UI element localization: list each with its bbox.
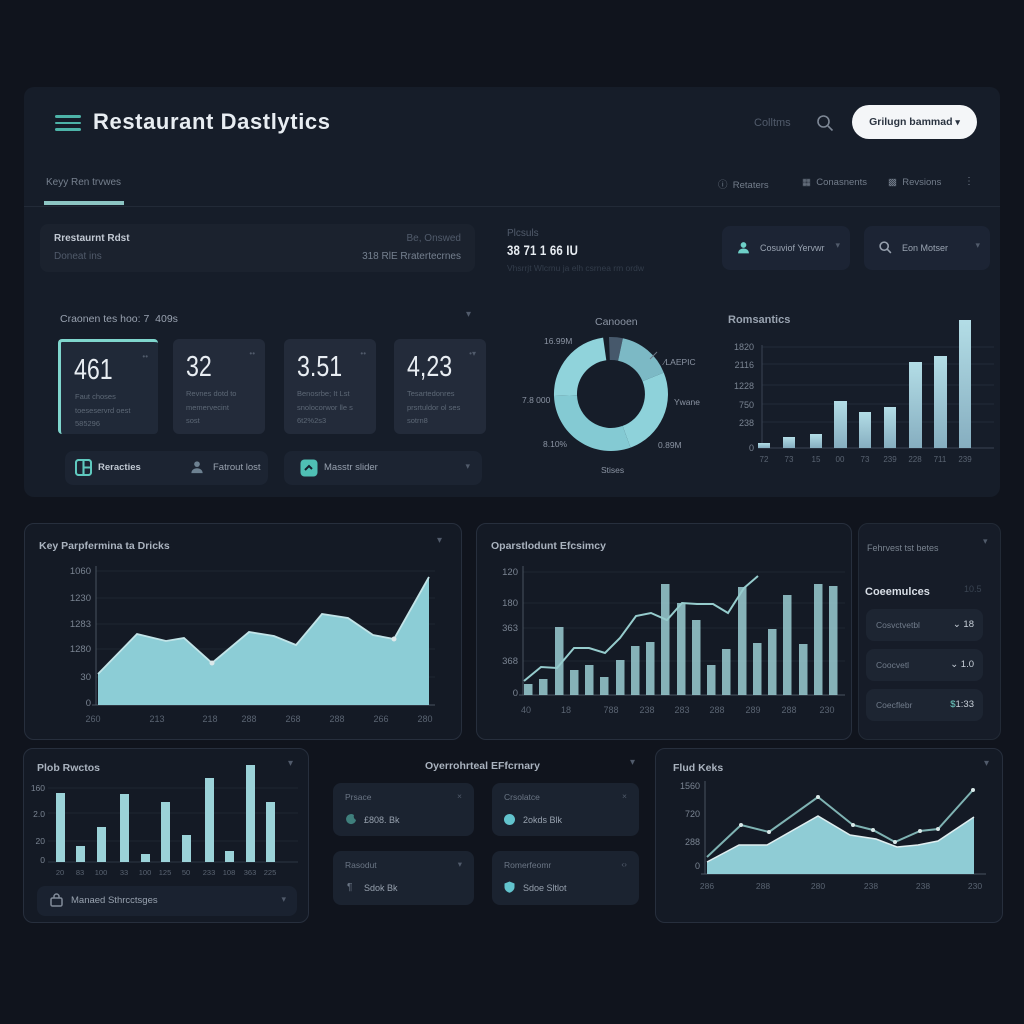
svg-text:20: 20 xyxy=(36,836,46,846)
svg-text:73: 73 xyxy=(861,455,870,464)
svg-text:288: 288 xyxy=(781,705,796,715)
svg-text:1283: 1283 xyxy=(70,619,91,630)
svg-text:363: 363 xyxy=(502,623,518,634)
svg-text:83: 83 xyxy=(76,868,84,877)
svg-text:100: 100 xyxy=(95,868,108,877)
svg-text:266: 266 xyxy=(373,714,388,724)
svg-text:180: 180 xyxy=(502,598,518,609)
svg-text:288: 288 xyxy=(241,714,256,724)
svg-text:233: 233 xyxy=(203,868,216,877)
svg-text:50: 50 xyxy=(182,868,190,877)
svg-text:125: 125 xyxy=(159,868,172,877)
svg-text:1820: 1820 xyxy=(734,342,754,352)
svg-text:711: 711 xyxy=(934,455,947,464)
svg-text:2116: 2116 xyxy=(735,360,754,370)
svg-text:268: 268 xyxy=(285,714,300,724)
svg-text:2.0: 2.0 xyxy=(33,809,45,819)
svg-text:280: 280 xyxy=(811,881,825,891)
svg-text:40: 40 xyxy=(521,705,531,715)
svg-text:0: 0 xyxy=(40,855,45,865)
svg-text:230: 230 xyxy=(968,881,982,891)
svg-text:788: 788 xyxy=(603,705,618,715)
svg-text:108: 108 xyxy=(223,868,236,877)
svg-text:288: 288 xyxy=(756,881,770,891)
svg-text:213: 213 xyxy=(149,714,164,724)
svg-text:230: 230 xyxy=(819,705,834,715)
svg-text:0: 0 xyxy=(86,698,91,709)
svg-text:72: 72 xyxy=(760,455,769,464)
svg-text:73: 73 xyxy=(785,455,794,464)
svg-text:1060: 1060 xyxy=(70,566,91,577)
svg-text:363: 363 xyxy=(244,868,257,877)
svg-text:15: 15 xyxy=(812,455,821,464)
svg-text:0: 0 xyxy=(513,688,518,699)
svg-text:00: 00 xyxy=(836,455,845,464)
svg-text:288: 288 xyxy=(329,714,344,724)
svg-text:228: 228 xyxy=(908,455,922,464)
svg-text:18: 18 xyxy=(561,705,571,715)
svg-text:239: 239 xyxy=(883,455,897,464)
svg-text:1230: 1230 xyxy=(70,593,91,604)
svg-text:280: 280 xyxy=(417,714,432,724)
svg-text:218: 218 xyxy=(202,714,217,724)
svg-text:238: 238 xyxy=(639,705,654,715)
svg-text:1228: 1228 xyxy=(734,381,754,391)
svg-text:238: 238 xyxy=(916,881,930,891)
svg-text:368: 368 xyxy=(502,656,518,667)
svg-text:239: 239 xyxy=(958,455,972,464)
svg-text:750: 750 xyxy=(739,400,754,410)
svg-text:238: 238 xyxy=(739,418,754,428)
svg-text:238: 238 xyxy=(864,881,878,891)
svg-text:288: 288 xyxy=(709,705,724,715)
svg-text:120: 120 xyxy=(502,567,518,578)
svg-text:260: 260 xyxy=(85,714,100,724)
svg-text:1280: 1280 xyxy=(70,644,91,655)
svg-text:33: 33 xyxy=(120,868,128,877)
svg-text:288: 288 xyxy=(685,837,700,847)
svg-text:720: 720 xyxy=(685,809,700,819)
svg-text:20: 20 xyxy=(56,868,64,877)
svg-text:225: 225 xyxy=(264,868,277,877)
svg-text:286: 286 xyxy=(700,881,714,891)
svg-text:0: 0 xyxy=(695,861,700,871)
svg-text:30: 30 xyxy=(80,672,91,683)
svg-text:289: 289 xyxy=(745,705,760,715)
svg-text:0: 0 xyxy=(749,443,754,453)
svg-text:1560: 1560 xyxy=(680,781,700,791)
svg-text:160: 160 xyxy=(31,783,45,793)
svg-text:100: 100 xyxy=(139,868,152,877)
svg-text:283: 283 xyxy=(674,705,689,715)
